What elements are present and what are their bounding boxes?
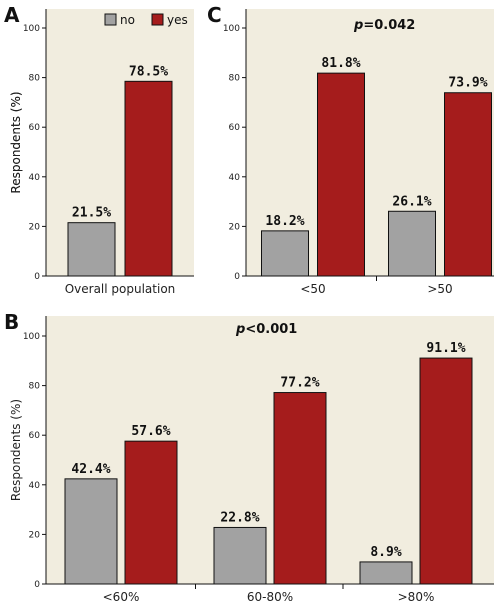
y-tick-label: 20 (229, 222, 241, 232)
data-label: 78.5% (129, 64, 168, 79)
legend-label-yes: yes (167, 13, 188, 27)
data-label: 18.2% (265, 214, 304, 229)
y-tick-label: 20 (29, 530, 41, 540)
bar-yes (124, 80, 173, 277)
data-label: 21.5% (72, 206, 111, 221)
data-label: 57.6% (131, 424, 170, 439)
y-tick-label: 100 (23, 24, 40, 34)
x-category-label: >50 (427, 282, 452, 296)
data-label: 26.1% (392, 194, 431, 209)
bar-yes (273, 392, 327, 585)
p-value-text: <0.001 (245, 322, 297, 337)
panel-c: C 0 20 40 60 80 100 Respondents (%) 18.2% 81.8% <5… (9, 3, 494, 296)
bar-no (213, 526, 267, 585)
y-tick-label: 60 (229, 123, 241, 133)
data-label: 8.9% (370, 545, 401, 560)
y-tick-label: 40 (229, 173, 241, 183)
x-category-label: <50 (300, 282, 325, 296)
data-label: 22.8% (220, 510, 259, 525)
y-tick-label: 40 (29, 481, 41, 491)
bar-no (261, 230, 309, 277)
y-tick-label: 0 (34, 580, 40, 590)
data-label: 73.9% (448, 76, 487, 91)
bar-no (359, 561, 413, 585)
x-category-label: <60% (103, 590, 140, 604)
y-tick-label: 60 (29, 431, 41, 441)
legend-swatch-no (104, 13, 117, 26)
y-tick-label: 80 (29, 74, 41, 84)
y-axis-label: Respondents (%) (9, 91, 23, 193)
y-tick-label: 100 (23, 332, 40, 342)
panel-b: B 0 20 40 60 80 100 Respondents (%) 42.4% 57.6% <6… (4, 310, 494, 604)
data-label: 42.4% (71, 462, 110, 477)
data-label: 77.2% (280, 376, 319, 391)
p-value-annotation: p=0.042 (353, 18, 415, 33)
bar-yes (124, 440, 178, 585)
p-value-text: =0.042 (363, 18, 415, 33)
y-tick-label: 80 (29, 382, 41, 392)
p-value-symbol: p (235, 322, 245, 337)
panel-a: A 0 20 40 60 80 100 Respondents (%) 21.5% 78.5% Ov… (4, 3, 194, 296)
x-category-label: >80% (398, 590, 435, 604)
bar-no (67, 222, 116, 277)
y-tick-label: 40 (29, 173, 41, 183)
bar-no (64, 478, 118, 585)
legend: no yes (104, 13, 188, 27)
y-tick-label: 0 (234, 272, 240, 282)
plot-area (46, 316, 494, 584)
x-category-label: Overall population (65, 282, 176, 296)
panel-letter: A (4, 3, 20, 27)
x-category-label: 60-80% (247, 590, 293, 604)
y-tick-label: 0 (34, 272, 40, 282)
legend-swatch-yes (151, 13, 164, 26)
bar-yes (317, 72, 365, 277)
y-tick-label: 100 (223, 24, 240, 34)
panel-letter: B (4, 310, 19, 334)
bar-yes (444, 92, 492, 277)
panel-letter: C (207, 3, 222, 27)
y-axis-label: Respondents (%) (9, 91, 23, 193)
bar-no (388, 210, 436, 277)
y-tick-label: 80 (229, 74, 241, 84)
y-tick-label: 60 (29, 123, 41, 133)
p-value-symbol: p (353, 18, 363, 33)
bar-yes (419, 357, 473, 585)
legend-label-no: no (120, 13, 135, 27)
p-value-annotation: p<0.001 (235, 322, 297, 337)
data-label: 91.1% (426, 341, 465, 356)
y-axis-label: Respondents (%) (9, 399, 23, 501)
data-label: 81.8% (321, 56, 360, 71)
y-tick-label: 20 (29, 222, 41, 232)
